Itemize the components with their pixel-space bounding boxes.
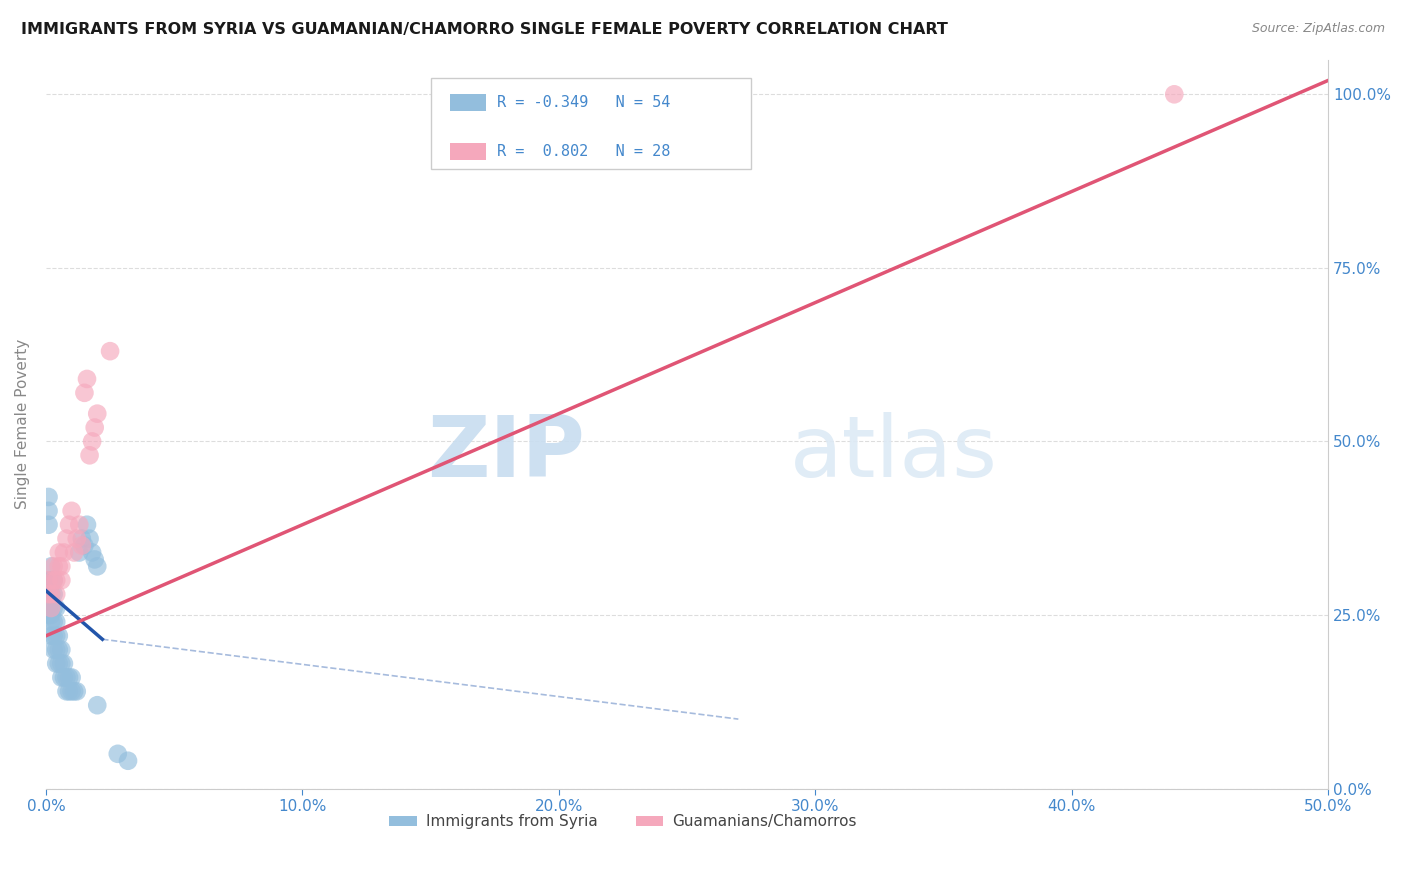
Point (42, 629, 65, 643)
Point (70, 532, 93, 546)
Point (76, 372, 98, 386)
Point (39, 587, 62, 601)
Text: atlas: atlas (790, 412, 998, 495)
Point (86, 698, 108, 713)
Point (45, 574, 67, 588)
Text: Source: ZipAtlas.com: Source: ZipAtlas.com (1251, 22, 1385, 36)
Point (107, 747, 129, 761)
Point (38, 587, 60, 601)
Point (79, 448, 101, 462)
Point (38, 607, 60, 622)
Text: ZIP: ZIP (427, 412, 585, 495)
Point (48, 559, 70, 574)
Point (66, 532, 89, 546)
Point (73, 539, 96, 553)
Point (117, 754, 139, 768)
Point (86, 407, 108, 421)
Point (45, 629, 67, 643)
Point (38, 574, 60, 588)
Point (38, 517, 60, 532)
Point (52, 657, 75, 671)
Point (39, 601, 62, 615)
Point (76, 517, 98, 532)
Point (55, 532, 77, 546)
Point (98, 344, 121, 359)
Point (63, 545, 86, 559)
Point (39, 607, 62, 622)
Point (55, 670, 77, 684)
Point (42, 615, 65, 629)
Point (38, 601, 60, 615)
Point (45, 615, 67, 629)
Point (1163, 87, 1185, 102)
FancyBboxPatch shape (450, 94, 486, 112)
Point (42, 574, 65, 588)
Point (48, 545, 70, 559)
Text: IMMIGRANTS FROM SYRIA VS GUAMANIAN/CHAMORRO SINGLE FEMALE POVERTY CORRELATION CH: IMMIGRANTS FROM SYRIA VS GUAMANIAN/CHAMO… (21, 22, 948, 37)
Point (42, 642, 65, 657)
Point (39, 601, 62, 615)
Point (60, 670, 83, 684)
Point (82, 545, 104, 559)
Point (82, 434, 104, 449)
Point (51, 642, 73, 657)
Point (51, 670, 73, 684)
Text: R =  0.802   N = 28: R = 0.802 N = 28 (498, 145, 671, 159)
Point (39, 587, 62, 601)
Point (52, 670, 75, 684)
Point (42, 559, 65, 574)
Point (48, 642, 70, 657)
Point (55, 684, 77, 698)
Point (45, 657, 67, 671)
Point (73, 385, 96, 400)
Point (39, 559, 62, 574)
Point (48, 657, 70, 671)
Point (42, 601, 65, 615)
Point (58, 670, 80, 684)
Point (58, 684, 80, 698)
Point (38, 574, 60, 588)
Point (38, 490, 60, 504)
Point (45, 642, 67, 657)
Point (58, 517, 80, 532)
Point (39, 594, 62, 608)
Point (38, 504, 60, 518)
Point (39, 574, 62, 588)
FancyBboxPatch shape (450, 143, 486, 161)
Point (45, 587, 67, 601)
Point (38, 587, 60, 601)
Legend: Immigrants from Syria, Guamanians/Chamorros: Immigrants from Syria, Guamanians/Chamor… (382, 808, 863, 836)
Point (51, 657, 73, 671)
Text: R = -0.349   N = 54: R = -0.349 N = 54 (498, 95, 671, 110)
Point (48, 629, 70, 643)
Point (83, 420, 105, 434)
Point (67, 517, 90, 532)
Point (86, 559, 108, 574)
Point (70, 539, 93, 553)
Point (60, 504, 83, 518)
Point (38, 594, 60, 608)
Point (66, 684, 89, 698)
Point (39, 615, 62, 629)
FancyBboxPatch shape (430, 78, 751, 169)
Point (51, 559, 73, 574)
Point (60, 684, 83, 698)
Point (83, 552, 105, 566)
Point (52, 545, 75, 559)
Point (63, 684, 86, 698)
Point (42, 574, 65, 588)
Point (39, 629, 62, 643)
Point (79, 532, 101, 546)
Point (42, 587, 65, 601)
Point (45, 601, 67, 615)
Point (51, 574, 73, 588)
Y-axis label: Single Female Poverty: Single Female Poverty (15, 339, 30, 509)
Point (67, 545, 90, 559)
